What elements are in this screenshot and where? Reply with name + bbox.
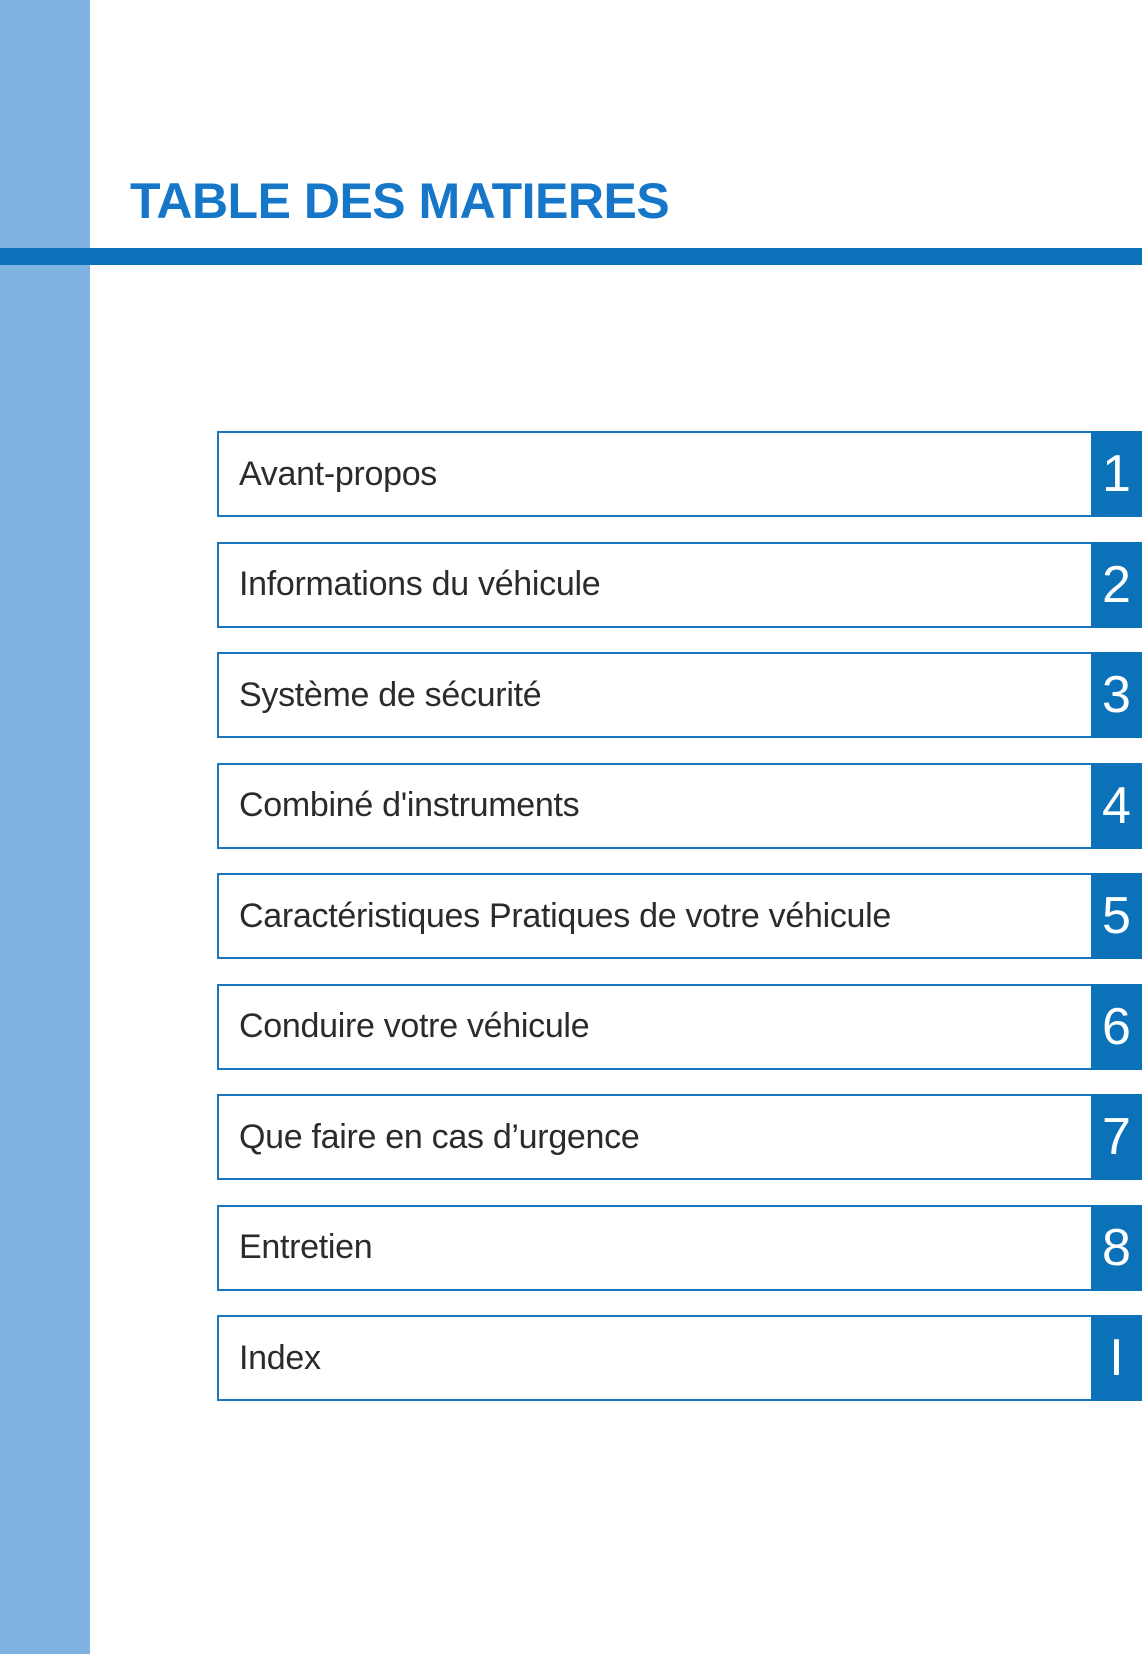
chapter-number-tab: 4 [1091, 762, 1142, 849]
left-accent-band [0, 0, 90, 1654]
toc-row-label: Système de sécurité [239, 675, 542, 714]
chapter-number-tab: 1 [1091, 431, 1142, 517]
chapter-number-tab: 8 [1091, 1204, 1142, 1291]
toc-row-label: Que faire en cas d’urgence [239, 1117, 640, 1156]
toc-row-informations-du-vehicule[interactable]: Informations du véhicule 2 [217, 541, 1142, 628]
toc-row-que-faire-en-cas-d-urgence[interactable]: Que faire en cas d’urgence 7 [217, 1094, 1142, 1180]
toc-row-label: Informations du véhicule [239, 565, 601, 603]
toc-row-label: Caractéristiques Pratiques de votre véhi… [239, 896, 892, 935]
chapter-number-tab: 7 [1091, 1094, 1142, 1180]
toc-row-label: Entretien [239, 1228, 373, 1266]
table-of-contents: Avant-propos 1 Informations du véhicule … [217, 431, 1142, 1426]
chapter-number-tab: 3 [1091, 652, 1142, 738]
toc-row-index[interactable]: Index I [217, 1315, 1142, 1401]
toc-row-label: Conduire votre véhicule [239, 1007, 590, 1045]
chapter-number-tab: I [1091, 1315, 1142, 1401]
toc-row-entretien[interactable]: Entretien 8 [217, 1204, 1142, 1291]
chapter-number-tab: 6 [1091, 983, 1142, 1070]
toc-row-combine-d-instruments[interactable]: Combiné d'instruments 4 [217, 762, 1142, 849]
title-underline-bar [0, 248, 1142, 265]
toc-row-label: Combiné d'instruments [239, 786, 580, 824]
toc-row-label: Avant-propos [239, 454, 438, 493]
toc-row-conduire-votre-vehicule[interactable]: Conduire votre véhicule 6 [217, 983, 1142, 1070]
toc-row-systeme-de-securite[interactable]: Système de sécurité 3 [217, 652, 1142, 738]
page-title: TABLE DES MATIERES [130, 173, 670, 229]
chapter-number-tab: 5 [1091, 873, 1142, 959]
chapter-number-tab: 2 [1091, 541, 1142, 628]
toc-row-caracteristiques-pratiques[interactable]: Caractéristiques Pratiques de votre véhi… [217, 873, 1142, 959]
toc-row-label: Index [239, 1338, 321, 1377]
toc-row-avant-propos[interactable]: Avant-propos 1 [217, 431, 1142, 517]
